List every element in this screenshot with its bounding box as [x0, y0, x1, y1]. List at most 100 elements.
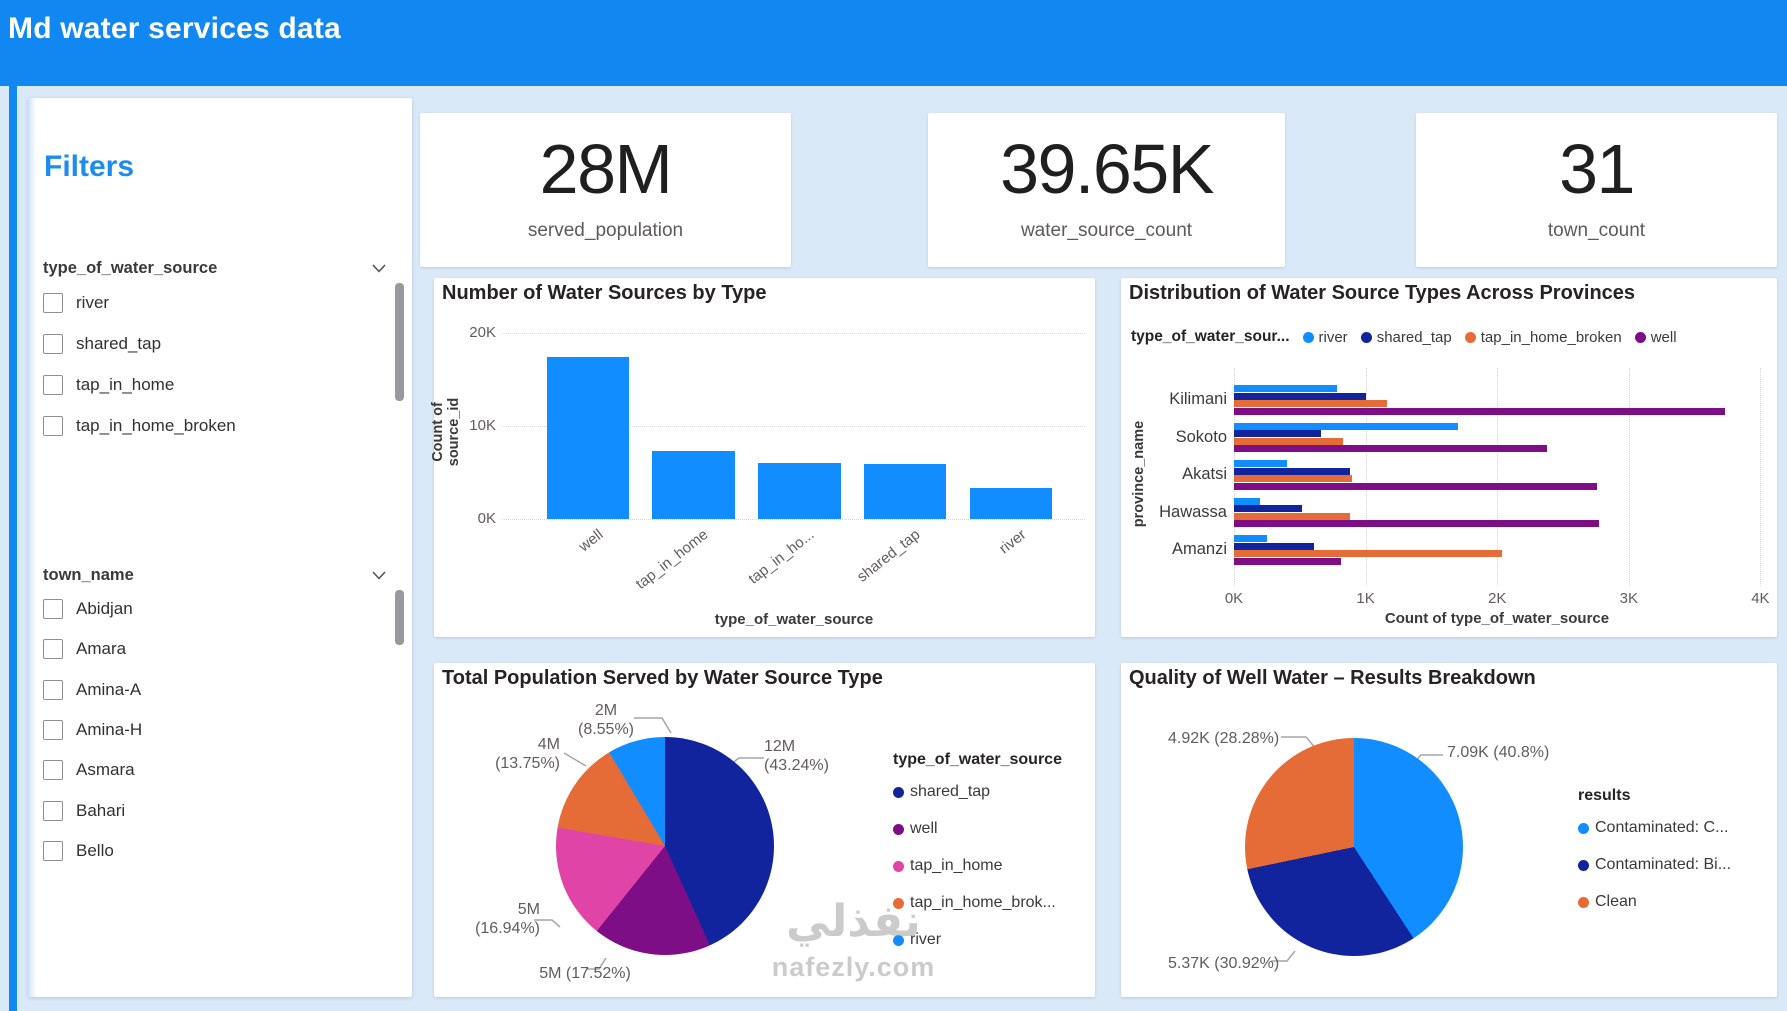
chart-panel-distribution-across-provinces: Distribution of Water Source Types Acros…: [1121, 278, 1777, 637]
legend-field-label: type_of_water_sour...: [1131, 328, 1290, 345]
grouped-bar-plot-area: 0K 1K 2K 3K 4K Kilimani Sokoto Akatsi Hawassa Ama…: [1121, 278, 1777, 637]
bar[interactable]: [1234, 437, 1344, 445]
bar[interactable]: [1234, 520, 1599, 527]
legend-dot-icon: [1634, 331, 1646, 343]
legend-item[interactable]: well: [893, 820, 1062, 838]
bar[interactable]: [969, 488, 1052, 519]
legend-dot-icon: [893, 934, 904, 946]
scrollbar-thumb[interactable]: [395, 283, 404, 401]
bar[interactable]: [1234, 460, 1287, 467]
legend-label: tap_in_home_broken: [1480, 328, 1622, 346]
bar[interactable]: [546, 357, 629, 519]
legend-item[interactable]: tap_in_home_broken: [1464, 328, 1622, 346]
legend-item[interactable]: Contaminated: Bi...: [1578, 856, 1731, 874]
bar[interactable]: [1234, 445, 1548, 452]
bar[interactable]: [1234, 512, 1350, 520]
gridline: [1628, 368, 1630, 586]
bar[interactable]: [1234, 557, 1341, 565]
checkbox-label: Bello: [76, 840, 114, 860]
bar[interactable]: [1234, 542, 1315, 550]
bar[interactable]: [1234, 392, 1366, 400]
chart-panel-population-by-source-type: Total Population Served by Water Source …: [434, 663, 1095, 997]
legend-dot-icon: [893, 823, 904, 835]
bar[interactable]: [1234, 482, 1598, 490]
checkbox[interactable]: [43, 840, 63, 861]
bar[interactable]: [1234, 467, 1350, 475]
chart-title: Quality of Well Water – Results Breakdow…: [1129, 667, 1536, 689]
checkbox-label: shared_tap: [76, 333, 162, 353]
pie-callout-well: 5M (17.52%): [539, 965, 631, 982]
filter-section-header[interactable]: town_name: [43, 565, 386, 585]
x-axis-label: river: [995, 526, 1029, 558]
filter-option-row: Asmara: [43, 750, 386, 790]
bar-chart-plot-area: 20K 10K 0K well tap_in_home tap_in_ho... share…: [434, 278, 1095, 637]
legend-item[interactable]: river: [1302, 329, 1348, 346]
bar[interactable]: [1234, 475, 1353, 482]
checkbox-label: Amara: [76, 639, 127, 659]
bar[interactable]: [863, 464, 947, 519]
legend-item[interactable]: Clean: [1578, 893, 1731, 911]
legend-dot-icon: [1578, 859, 1589, 871]
chart-title: Total Population Served by Water Source …: [442, 667, 883, 689]
chart-legend: results Contaminated: C... Contaminated: …: [1578, 787, 1731, 930]
bar[interactable]: [758, 463, 841, 519]
checkbox[interactable]: [43, 333, 63, 354]
legend-dot-icon: [893, 897, 904, 909]
legend-item[interactable]: shared_tap: [1360, 329, 1452, 346]
checkbox[interactable]: [43, 800, 63, 821]
checkbox[interactable]: [43, 679, 63, 700]
page-title: Md water services data: [8, 12, 341, 45]
bar[interactable]: [1234, 385, 1337, 392]
legend-item[interactable]: Contaminated: C...: [1578, 819, 1731, 837]
bar[interactable]: [1234, 550, 1503, 557]
pie-callout-river: 2M (8.55%): [577, 702, 635, 738]
checkbox[interactable]: [43, 292, 63, 313]
pie-chart[interactable]: [1245, 738, 1463, 956]
checkbox[interactable]: [43, 639, 63, 660]
bar[interactable]: [1234, 535, 1267, 542]
kpi-card-town-count: 31 town_count: [1416, 113, 1777, 267]
checkbox-label: tap_in_home_broken: [76, 415, 236, 435]
pie-callout-tap-in-home: 5M (16.94%): [475, 901, 540, 937]
legend-item[interactable]: river: [893, 931, 1062, 949]
bar[interactable]: [1234, 422, 1458, 430]
checkbox[interactable]: [43, 599, 63, 620]
legend-item[interactable]: well: [1634, 329, 1677, 346]
checkbox[interactable]: [43, 374, 63, 395]
bar[interactable]: [1234, 497, 1261, 505]
checkbox-label: Asmara: [76, 760, 135, 780]
checkbox-label: Amina-H: [76, 720, 143, 740]
checkbox-label: tap_in_home: [76, 374, 175, 394]
bar[interactable]: [1234, 505, 1303, 512]
legend-item[interactable]: shared_tap: [893, 783, 1062, 801]
legend-label: tap_in_home: [910, 857, 1003, 874]
filter-option-row: Amina-H: [43, 710, 386, 750]
x-axis-tick: 1K: [1356, 590, 1375, 607]
pie-chart[interactable]: [556, 737, 774, 955]
filter-section-type-of-water-source: type_of_water_source river shared_tap tap_…: [43, 258, 386, 446]
checkbox[interactable]: [43, 760, 63, 781]
bar[interactable]: [652, 451, 735, 519]
bar[interactable]: [1234, 407, 1725, 415]
scrollbar-thumb[interactable]: [395, 590, 404, 645]
app-header: Md water services data: [0, 0, 1787, 86]
filter-option-row: Abidjan: [43, 589, 386, 629]
filter-option-row: tap_in_home: [43, 364, 386, 405]
gridline: [502, 426, 1085, 427]
chevron-down-icon[interactable]: [372, 263, 386, 273]
bar[interactable]: [1234, 430, 1321, 437]
bar[interactable]: [1234, 400, 1387, 407]
x-axis-tick: 2K: [1488, 590, 1507, 607]
filter-option-row: shared_tap: [43, 323, 386, 364]
filter-section-header[interactable]: type_of_water_source: [43, 258, 386, 278]
legend-dot-icon: [893, 786, 904, 798]
checkbox[interactable]: [43, 720, 63, 741]
chevron-down-icon[interactable]: [372, 570, 386, 580]
pie-callout-contaminated-bi: 5.37K (30.92%): [1168, 955, 1280, 972]
checkbox[interactable]: [43, 415, 63, 436]
chart-title: Distribution of Water Source Types Acros…: [1129, 282, 1636, 304]
legend-item[interactable]: tap_in_home_brok...: [893, 894, 1062, 912]
x-axis-tick: 3K: [1619, 590, 1638, 607]
legend-title: type_of_water_source: [893, 751, 1062, 768]
legend-item[interactable]: tap_in_home: [893, 857, 1062, 875]
